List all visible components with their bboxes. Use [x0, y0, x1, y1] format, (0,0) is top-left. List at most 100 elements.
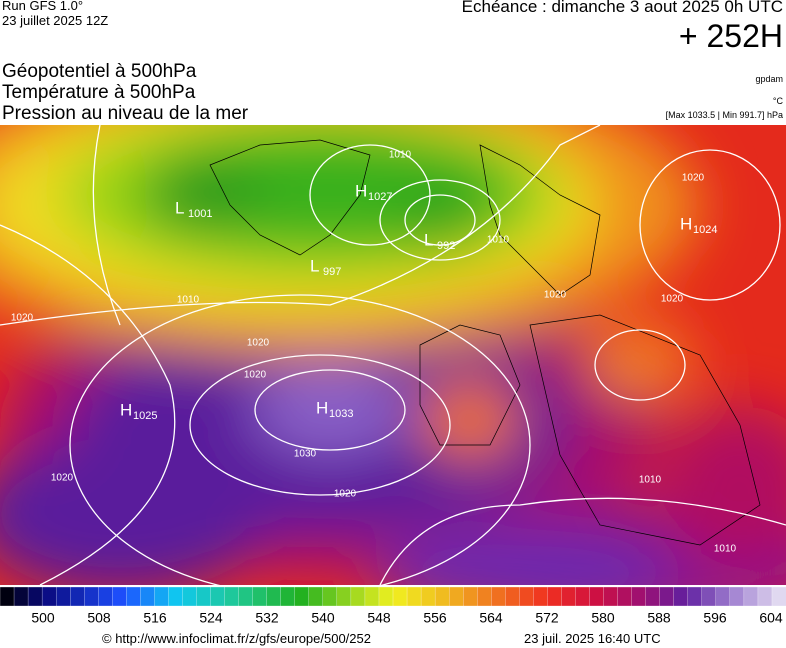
center-type: L: [175, 198, 184, 217]
colorbar-swatch: [448, 586, 464, 607]
isobar-label: 1010: [639, 475, 662, 486]
center-value: 1027: [368, 191, 392, 203]
colorbar-swatch: [477, 586, 492, 607]
colorbar-swatch: [463, 586, 478, 607]
isobar-label: 1020: [244, 370, 267, 381]
center-value: 1033: [329, 408, 353, 420]
colorbar-tick-label: 564: [479, 610, 503, 626]
center-type: L: [310, 256, 319, 275]
colorbar-swatch: [55, 586, 71, 607]
colorbar-swatch: [645, 586, 661, 607]
colorbar-swatch: [673, 586, 689, 607]
colorbar-swatch: [294, 586, 310, 607]
offset: + 252H: [678, 18, 783, 54]
colorbar-swatch: [434, 586, 450, 607]
colorbar-tick-label: 516: [143, 610, 167, 626]
isobar-label: 1010: [389, 150, 412, 161]
center-value: 1024: [693, 224, 717, 236]
center-value: 997: [323, 266, 341, 278]
colorbar-swatch: [392, 586, 408, 607]
colorbar-swatch: [505, 586, 520, 607]
layer: Géopotentiel à 500hPa: [2, 61, 197, 82]
colorbar-tick-label: 588: [647, 610, 671, 626]
colorbar-swatch: [266, 586, 282, 607]
colorbar-swatch: [13, 586, 29, 607]
colorbar-swatch: [378, 586, 394, 607]
coastlines: [209, 139, 761, 546]
colorbar: 500 508 516 524 532 540 548 556 564 572 580 588 596 6…: [0, 586, 786, 626]
run: Run GFS 1.0°: [2, 0, 84, 13]
isobar-label: 1010: [487, 235, 510, 246]
isobar-label: 1030: [294, 449, 317, 460]
colorbar-swatch: [0, 586, 15, 607]
colorbar-swatch: [715, 586, 731, 607]
colorbar-tick-label: 540: [311, 610, 335, 626]
colorbar-swatch: [701, 586, 717, 607]
layer: Pression au niveau de la mer: [2, 103, 249, 124]
colorbar-swatch: [561, 586, 577, 607]
colorbar-swatch: [210, 586, 226, 607]
footer-timestamp: 23 juil. 2025 16:40 UTC: [524, 631, 661, 646]
echeance: Echéance : dimanche 3 aout 2025 0h UTC: [461, 0, 783, 16]
colorbar-tick-label: 580: [591, 610, 615, 626]
colorbar-tick-label: 548: [367, 610, 391, 626]
colorbar-swatch: [140, 586, 156, 607]
colorbar-swatch: [757, 586, 773, 607]
isobar-label: 1020: [544, 290, 567, 301]
isobar-label: 1020: [247, 338, 270, 349]
colorbar-tick-label: 596: [703, 610, 727, 626]
colorbar-swatch: [182, 586, 198, 607]
colorbar-tick-label: 532: [255, 610, 279, 626]
source: gpdam: [755, 74, 783, 84]
unit: °C: [772, 96, 783, 106]
colorbar-tick-label: 572: [535, 610, 559, 626]
colorbar-swatch: [70, 586, 85, 607]
colorbar-swatch: [84, 586, 99, 607]
colorbar-swatch: [364, 586, 380, 607]
colorbar-swatch: [27, 586, 43, 607]
center-type: L: [424, 230, 433, 249]
isobar-label: 1020: [661, 294, 684, 305]
colorbar-swatch: [729, 586, 745, 607]
colorbar-swatch: [280, 586, 296, 607]
colorbar-swatch: [112, 586, 127, 607]
footer-url: © http://www.infoclimat.fr/z/gfs/europe/…: [102, 631, 371, 646]
colorbar-swatch: [519, 586, 535, 607]
colorbar-swatch: [491, 586, 506, 607]
colorbar-tick-label: 604: [759, 610, 783, 626]
center-type: H: [316, 398, 328, 417]
colorbar-swatch: [308, 586, 324, 607]
isobars: [0, 125, 786, 585]
colorbar-swatch: [238, 586, 254, 607]
colorbar-swatch: [631, 586, 647, 607]
colorbar-swatch: [252, 586, 268, 607]
isobar-label: 1020: [51, 473, 74, 484]
colorbar-tick-label: 500: [31, 610, 55, 626]
colorbar-swatch: [743, 586, 759, 607]
center-value: 992: [437, 240, 455, 252]
colorbar-tick-label: 508: [87, 610, 111, 626]
colorbar-swatch: [336, 586, 352, 607]
colorbar-tick-label: 556: [423, 610, 447, 626]
isobar-label: 1020: [334, 489, 357, 500]
colorbar-swatch: [547, 586, 563, 607]
colorbar-swatch: [533, 586, 549, 607]
colorbar-swatch: [98, 586, 113, 607]
center-value: 1025: [133, 410, 157, 422]
colorbar-swatch: [687, 586, 703, 607]
colorbar-swatch: [168, 586, 184, 607]
center-type: H: [120, 400, 132, 419]
colorbar-swatch: [126, 586, 142, 607]
colorbar-swatch: [589, 586, 605, 607]
colorbar-swatch: [322, 586, 338, 607]
isobar-label: 1010: [714, 544, 737, 555]
colorbar-swatch: [603, 586, 619, 607]
colorbar-swatch: [224, 586, 240, 607]
colorbar-swatch: [420, 586, 436, 607]
colorbar-tick-label: 524: [199, 610, 223, 626]
layer: Température à 500hPa: [2, 82, 196, 103]
isobar-label: 1020: [682, 173, 705, 184]
pressure-range: [Max 1033.5 | Min 991.7] hPa: [665, 110, 783, 120]
